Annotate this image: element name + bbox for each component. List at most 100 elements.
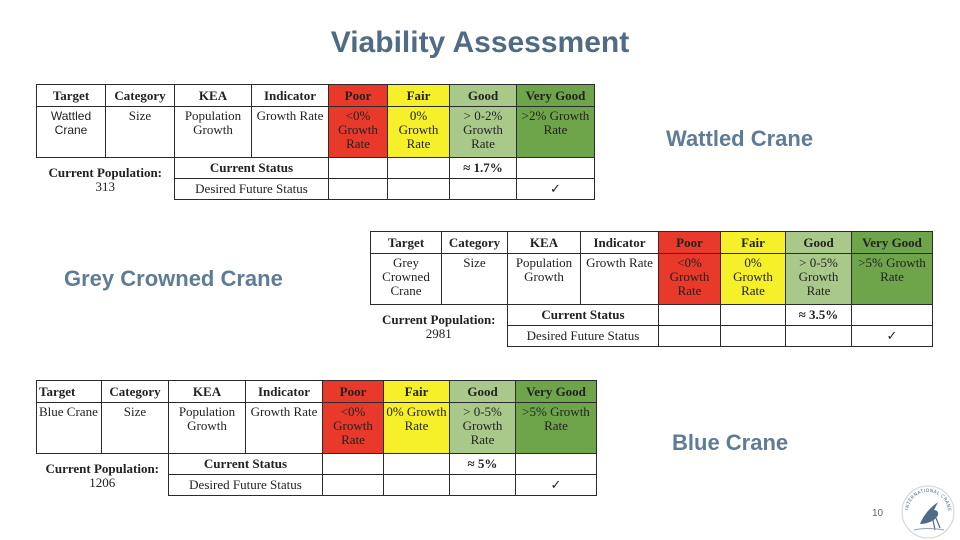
desired-poor	[328, 178, 388, 200]
cell-poor: <0% Growth Rate	[658, 253, 721, 305]
slide-title: Viability Assessment	[330, 26, 630, 59]
desired-poor	[658, 325, 721, 347]
desired-check-icon: ✓	[516, 178, 595, 200]
current-status-value: ≈ 3.5%	[785, 304, 852, 326]
status-fair	[720, 304, 786, 326]
status-poor	[322, 453, 384, 475]
cell-indicator: Growth Rate	[251, 106, 329, 158]
current-population-value: 313	[95, 179, 116, 194]
header-good: Good	[785, 231, 852, 254]
cell-fair: 0% Growth Rate	[383, 402, 450, 454]
header-indicator: Indicator	[245, 380, 323, 403]
header-poor: Poor	[322, 380, 384, 403]
cell-target: Wattled Crane	[36, 106, 106, 158]
cell-very-good: >2% Growth Rate	[516, 106, 595, 158]
current-population: Current Population: 2981	[371, 305, 508, 347]
current-status-label: Current Status	[168, 453, 323, 475]
header-indicator: Indicator	[580, 231, 659, 254]
cell-indicator: Growth Rate	[245, 402, 323, 454]
desired-good	[449, 178, 517, 200]
viability-table-grey-crowned-crane: Target Category KEA Indicator Poor Fair …	[370, 231, 933, 347]
cell-fair: 0% Growth Rate	[720, 253, 786, 305]
desired-fair	[720, 325, 786, 347]
desired-status-row: Desired Future Status ✓	[37, 474, 597, 496]
current-population-label: Current Population:	[48, 165, 162, 180]
header-target: Target	[370, 231, 442, 254]
header-category: Category	[441, 231, 508, 254]
current-population-label: Current Population:	[45, 461, 159, 476]
current-status-row: Current Population: 313 Current Status ≈…	[37, 157, 595, 194]
header-poor: Poor	[658, 231, 721, 254]
cell-very-good: >5% Growth Rate	[851, 253, 933, 305]
header-fair: Fair	[387, 84, 450, 107]
desired-poor	[322, 474, 384, 496]
viability-table-blue-crane: Target Category KEA Indicator Poor Fair …	[36, 380, 597, 496]
cell-kea: Population Growth	[168, 402, 246, 454]
desired-good	[449, 474, 516, 496]
desired-status-label: Desired Future Status	[507, 325, 659, 347]
current-population: Current Population: 1206	[37, 454, 169, 496]
current-population-label: Current Population:	[381, 312, 496, 327]
current-status-value: ≈ 1.7%	[449, 157, 517, 179]
header-fair: Fair	[383, 380, 450, 403]
viability-table-wattled-crane: Target Category KEA Indicator Poor Fair …	[36, 84, 595, 200]
header-good: Good	[449, 84, 517, 107]
current-status-row: Current Population: 1206 Current Status …	[37, 453, 597, 490]
current-population: Current Population: 313	[37, 158, 175, 200]
desired-status-row: Desired Future Status ✓	[37, 178, 595, 200]
header-kea: KEA	[174, 84, 252, 107]
cell-kea: Population Growth	[174, 106, 252, 158]
cell-good: > 0-5% Growth Rate	[785, 253, 852, 305]
desired-good	[785, 325, 852, 347]
table-row: Blue Crane Size Population Growth Growth…	[36, 402, 597, 454]
header-target: Target	[36, 84, 106, 107]
header-indicator: Indicator	[251, 84, 329, 107]
desired-status-label: Desired Future Status	[168, 474, 323, 496]
wattled-crane-label: Wattled Crane	[666, 126, 814, 151]
header-category: Category	[101, 380, 169, 403]
desired-fair	[387, 178, 450, 200]
header-target: Target	[36, 380, 102, 403]
current-status-label: Current Status	[174, 157, 329, 179]
desired-fair	[383, 474, 450, 496]
header-kea: KEA	[507, 231, 581, 254]
cell-target: Grey Crowned Crane	[370, 253, 442, 305]
current-population-value: 1206	[89, 475, 116, 490]
blue-crane-label: Blue Crane	[672, 430, 789, 455]
cell-poor: <0% Growth Rate	[328, 106, 388, 158]
status-poor	[658, 304, 721, 326]
desired-status-row: Desired Future Status ✓	[371, 325, 933, 347]
current-status-row: Current Population: 2981 Current Status …	[371, 304, 933, 341]
cell-poor: <0% Growth Rate	[322, 402, 384, 454]
current-population-value: 2981	[425, 326, 452, 341]
desired-check-icon: ✓	[851, 325, 933, 347]
header-fair: Fair	[720, 231, 786, 254]
status-very-good	[851, 304, 933, 326]
current-status-label: Current Status	[507, 304, 659, 326]
cell-target: Blue Crane	[36, 402, 102, 454]
table-row: Grey Crowned Crane Size Population Growt…	[370, 253, 933, 305]
table-header-row: Target Category KEA Indicator Poor Fair …	[36, 84, 595, 107]
header-good: Good	[449, 380, 516, 403]
cell-category: Size	[105, 106, 175, 158]
status-fair	[387, 157, 450, 179]
header-very-good: Very Good	[851, 231, 933, 254]
current-status-value: ≈ 5%	[449, 453, 516, 475]
page-number: 10	[872, 508, 884, 519]
table-header-row: Target Category KEA Indicator Poor Fair …	[36, 380, 597, 403]
status-fair	[383, 453, 450, 475]
header-poor: Poor	[328, 84, 388, 107]
cell-kea: Population Growth	[507, 253, 581, 305]
cell-category: Size	[101, 402, 169, 454]
cell-indicator: Growth Rate	[580, 253, 659, 305]
cell-good: > 0-2% Growth Rate	[449, 106, 517, 158]
crane-foundation-logo-icon: INTERNATIONAL CRANE FOUNDATION	[900, 484, 955, 539]
cell-very-good: >5% Growth Rate	[515, 402, 597, 454]
cell-fair: 0% Growth Rate	[387, 106, 450, 158]
status-poor	[328, 157, 388, 179]
status-very-good	[515, 453, 597, 475]
cell-category: Size	[441, 253, 508, 305]
cell-good: > 0-5% Growth Rate	[449, 402, 516, 454]
desired-check-icon: ✓	[515, 474, 597, 496]
table-row: Wattled Crane Size Population Growth Gro…	[36, 106, 595, 158]
